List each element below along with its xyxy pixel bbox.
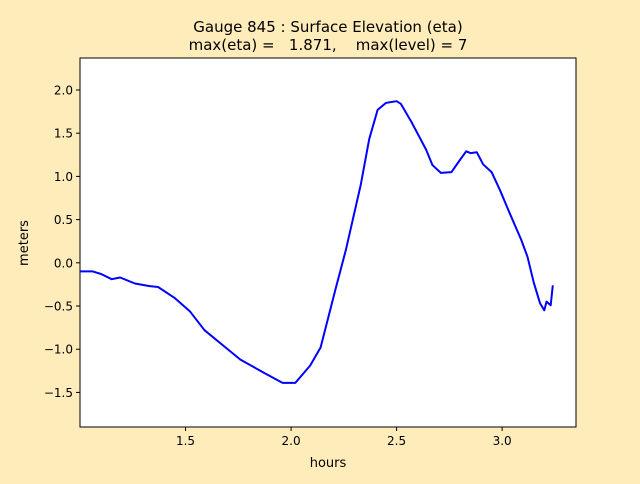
y-tick-label: 0.5 xyxy=(54,213,73,227)
x-tick-label: 2.5 xyxy=(387,434,406,448)
chart-title-line2: max(eta) = 1.871, max(level) = 7 xyxy=(189,36,468,54)
y-tick-label: 1.5 xyxy=(54,127,73,141)
y-tick-label: −1.0 xyxy=(44,343,73,357)
y-tick-label: 0.0 xyxy=(54,256,73,270)
plot-area xyxy=(79,57,577,428)
eta-series-line xyxy=(80,100,554,384)
y-axis-label: meters xyxy=(17,220,32,266)
y-tick-label: −0.5 xyxy=(44,300,73,314)
x-axis-label: hours xyxy=(310,456,347,471)
y-tick-label: 2.0 xyxy=(54,83,73,97)
x-tick-label: 1.5 xyxy=(176,434,195,448)
y-tick-label: −1.5 xyxy=(44,386,73,400)
x-tick-label: 2.0 xyxy=(282,434,301,448)
x-tick-label: 3.0 xyxy=(493,434,512,448)
y-tick-label: 1.0 xyxy=(54,170,73,184)
chart-title-line1: Gauge 845 : Surface Elevation (eta) xyxy=(193,18,462,36)
